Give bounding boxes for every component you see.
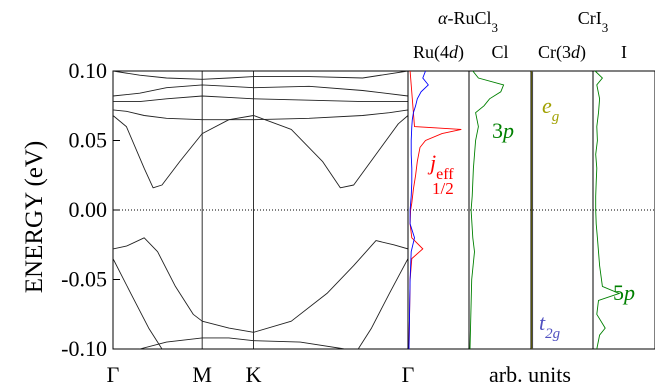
band-line [113,71,408,80]
dos-panel [407,70,470,350]
annotation-t2g: t2g [539,310,561,342]
dos-curve [408,70,429,350]
dos-curve [469,70,505,350]
annotation-3p: 3p [492,118,514,143]
y-axis-ticks: 0.10 0.05 0.00 -0.05 -0.10 [61,58,120,361]
dos-panel-label: Cl [491,42,508,62]
dos-panel [592,70,655,350]
band-line [113,95,408,103]
compound-label-cri3: CrI3 [578,8,609,35]
annotation-jeff: jeff [427,150,454,183]
dos-panel [530,70,594,350]
y-axis-label: ENERGY (eV) [21,141,48,294]
y-tick-label: -0.05 [61,267,107,292]
band-line [139,337,345,349]
band-line [357,258,408,349]
dos-panel-frame [592,70,655,350]
compound-label-rucl3: α-RuCl3 [438,8,498,35]
dos-panel-frame [407,70,470,350]
k-point-label: Γ [402,362,415,387]
annotation-jeff-half: 1/2 [432,179,454,198]
dos-curve [594,70,621,350]
band-line [113,237,408,333]
dos-curve [408,70,462,350]
k-point-label: M [192,362,212,387]
dos-panel-label: Cr(3d) [538,42,586,63]
dos-panel-frame [530,70,594,350]
band-lines [113,71,408,349]
dos-panel-label: Ru(4d) [413,42,464,63]
band-line [113,84,408,97]
dos-panel-label: I [621,42,627,62]
band-line [113,115,408,189]
dos-x-axis-label: arb. units [489,362,571,387]
band-line [113,258,163,349]
y-axis-title: ENERGY (eV) [21,141,48,294]
dos-panels [407,70,655,350]
k-point-label: K [246,362,262,387]
annotation-eg: eg [542,93,560,125]
y-tick-label: -0.10 [61,336,107,361]
column-headers: Ru(4d) Cl Cr(3d) Iα-RuCl3 CrI3 [413,8,627,63]
y-tick-label: 0.05 [69,128,108,153]
y-tick-label: 0.10 [69,58,108,83]
k-point-label: Γ [107,362,120,387]
y-tick-label: 0.00 [69,197,108,222]
annotation-5p: 5p [613,280,635,305]
